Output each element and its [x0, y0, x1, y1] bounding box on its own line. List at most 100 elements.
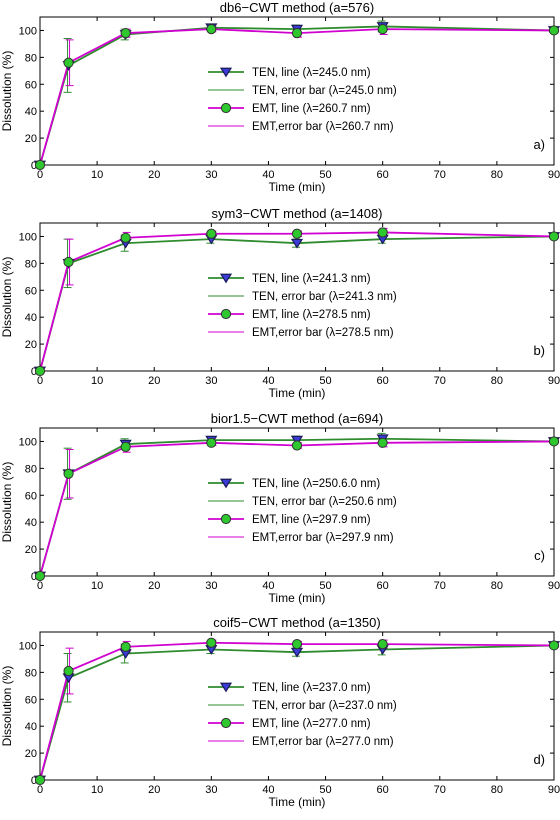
point-emt	[63, 57, 74, 68]
point-emt	[34, 365, 46, 377]
series-line-emt	[39, 440, 555, 577]
y-tick-label: 60	[25, 79, 37, 91]
point-ten	[290, 435, 304, 446]
x-tick-label: 10	[91, 169, 103, 181]
point-emt	[377, 639, 388, 650]
legend-entry: TEN, error bar (λ=241.3 nm)	[252, 291, 397, 303]
y-tick-label: 80	[25, 52, 37, 64]
x-tick-label: 40	[262, 580, 274, 592]
point-emt	[548, 231, 560, 242]
y-tick-label: 40	[25, 106, 37, 118]
chart-title: db6−CWT method (a=576)	[220, 0, 374, 15]
panel-label: a)	[533, 137, 545, 152]
plot-area-frame	[39, 222, 555, 372]
legend-entry: TEN, line (λ=241.3 nm)	[252, 273, 371, 285]
legend-marker	[219, 682, 233, 693]
y-tick-label: 20	[25, 748, 37, 760]
x-axis-label: Time (min)	[269, 180, 326, 194]
x-tick-label: 20	[148, 580, 160, 592]
y-tick-label: 60	[25, 490, 37, 502]
legend-marker	[220, 717, 232, 729]
x-tick-label: 60	[377, 784, 389, 796]
x-tick-label: 0	[37, 375, 43, 387]
x-tick-label: 40	[262, 169, 274, 181]
x-tick-label: 90	[548, 169, 560, 181]
x-tick-label: 50	[319, 784, 331, 796]
point-emt	[291, 228, 303, 239]
x-tick-label: 50	[319, 169, 331, 181]
point-emt	[120, 28, 131, 39]
x-tick-label: 70	[434, 784, 446, 796]
x-tick-label: 30	[205, 169, 217, 181]
x-tick-label: 80	[491, 375, 503, 387]
y-axis-label: Dissolution (%)	[0, 462, 14, 543]
x-tick-label: 30	[205, 784, 217, 796]
point-emt	[206, 437, 217, 448]
series-line-ten	[39, 644, 555, 781]
y-tick-label: 80	[25, 667, 37, 679]
y-tick-label: 40	[25, 312, 37, 324]
x-tick-label: 20	[148, 375, 160, 387]
point-emt	[377, 437, 388, 448]
chart-panel-1: sym3−CWT method (a=1408) 0 10 20 30 40 50 60 70 8…	[0, 206, 560, 400]
legend-marker	[219, 67, 233, 78]
x-tick-label: 40	[262, 375, 274, 387]
point-emt	[377, 227, 388, 238]
y-tick-label: 100	[19, 231, 37, 243]
series-line-ten	[39, 235, 555, 372]
y-tick-label: 100	[19, 640, 37, 652]
chart-title: coif5−CWT method (a=1350)	[213, 615, 380, 630]
legend-marker	[219, 478, 233, 489]
point-emt	[34, 774, 46, 786]
x-tick-label: 60	[377, 580, 389, 592]
point-emt	[548, 436, 560, 447]
legend-entry: EMT, line (λ=278.5 nm)	[252, 309, 371, 321]
x-tick-label: 50	[319, 375, 331, 387]
point-emt	[206, 228, 217, 239]
legend-entry: TEN, error bar (λ=250.6 nm)	[252, 496, 397, 508]
y-tick-label: 100	[19, 436, 37, 448]
x-axis-label: Time (min)	[269, 386, 326, 400]
x-tick-label: 80	[491, 580, 503, 592]
legend-entry: TEN, error bar (λ=237.0 nm)	[252, 700, 397, 712]
legend-entry: TEN, line (λ=237.0 nm)	[252, 682, 371, 694]
y-tick-label: 20	[25, 339, 37, 351]
y-tick-label: 0	[31, 571, 37, 583]
legend-marker	[220, 308, 232, 320]
legend-entry: EMT, line (λ=260.7 nm)	[252, 103, 371, 115]
y-tick-label: 0	[31, 366, 37, 378]
legend-entry: EMT, line (λ=277.0 nm)	[252, 718, 371, 730]
y-tick-label: 60	[25, 694, 37, 706]
x-tick-label: 70	[434, 580, 446, 592]
x-tick-label: 0	[37, 169, 43, 181]
x-tick-label: 10	[91, 375, 103, 387]
legend-entry: TEN, line (λ=245.0 nm)	[252, 67, 371, 79]
y-axis-label: Dissolution (%)	[0, 666, 14, 747]
series-line-emt	[39, 28, 555, 166]
x-tick-label: 90	[548, 580, 560, 592]
plot-area-frame	[39, 427, 555, 577]
point-emt	[63, 468, 74, 479]
x-tick-label: 0	[37, 784, 43, 796]
x-tick-label: 40	[262, 784, 274, 796]
point-emt	[120, 641, 131, 652]
x-tick-label: 30	[205, 375, 217, 387]
point-emt	[291, 639, 303, 650]
legend-entry: TEN, line (λ=250.6.0 nm)	[252, 478, 380, 490]
x-tick-label: 80	[491, 169, 503, 181]
chart-title: sym3−CWT method (a=1408)	[212, 206, 383, 221]
y-tick-label: 80	[25, 258, 37, 270]
point-emt	[291, 440, 303, 451]
y-tick-label: 20	[25, 544, 37, 556]
point-emt	[120, 441, 131, 452]
point-ten	[290, 238, 304, 249]
x-tick-label: 90	[548, 375, 560, 387]
x-tick-label: 0	[37, 580, 43, 592]
point-emt	[377, 24, 388, 35]
x-tick-label: 50	[319, 580, 331, 592]
x-tick-label: 20	[148, 169, 160, 181]
legend-marker	[219, 273, 233, 284]
point-emt	[34, 570, 46, 582]
point-emt	[34, 159, 46, 171]
legend-entry: EMT, line (λ=297.9 nm)	[252, 514, 371, 526]
